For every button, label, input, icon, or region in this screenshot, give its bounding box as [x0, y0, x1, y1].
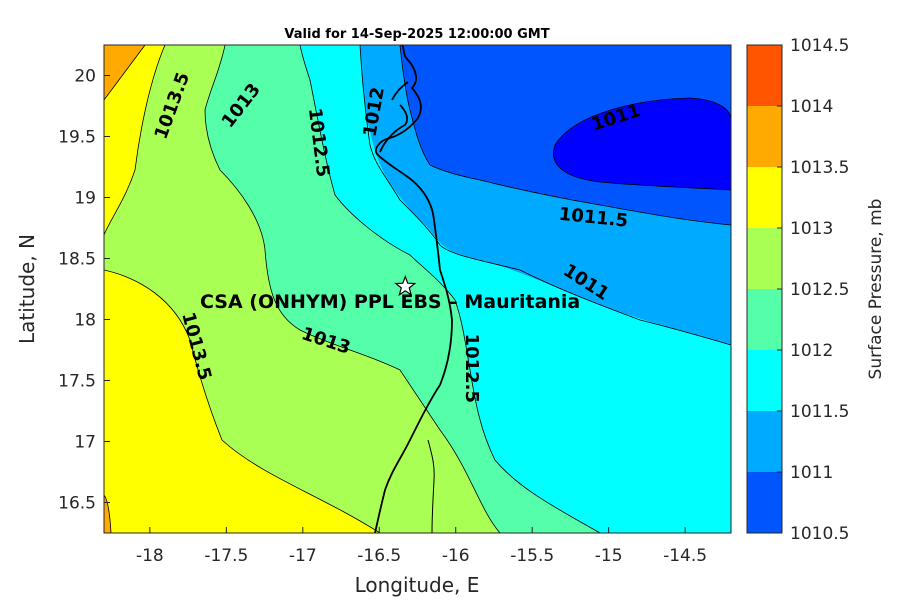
plot-title: Valid for 14-Sep-2025 12:00:00 GMT	[284, 27, 549, 42]
colorbar-tick-label: 1012.5	[790, 280, 849, 300]
colorbar-tick-label: 1014.5	[790, 36, 849, 56]
x-axis-title: Longitude, E	[355, 573, 480, 597]
colorbar-tick-label: 1013.5	[790, 158, 849, 178]
y-axis: 16.5 17 17.5 18 18.5 19 19.5 20	[58, 67, 110, 514]
fill-band-1014-sw	[104, 495, 111, 533]
colorbar-tick-label: 1011	[790, 463, 833, 483]
y-tick-label: 17.5	[58, 372, 96, 392]
contour-line-1014-nw	[104, 45, 146, 101]
fill-band-1013-5-sw	[104, 270, 380, 533]
colorbar-tick-label: 1011.5	[790, 402, 849, 422]
coastline-main	[374, 45, 453, 533]
coastline-bay	[379, 81, 409, 153]
x-tick-label: -16	[442, 546, 470, 566]
contour-line-1013-5-sw	[104, 269, 381, 533]
site-star-icon[interactable]	[394, 274, 417, 297]
contour-lines	[104, 45, 731, 533]
contour-line-1014-sw	[104, 494, 112, 533]
y-tick-label: 20	[74, 67, 96, 87]
plot-frame	[103, 44, 732, 534]
x-tick-label: -16.5	[357, 546, 401, 566]
colorbar: 1010.5 1011 1011.5 1012 1012.5 1013 1013.5 1014…	[746, 36, 849, 544]
contour-label: 1012.5	[461, 334, 482, 403]
fill-band-1010-5	[553, 98, 731, 190]
contour-line-1012-5	[299, 45, 601, 533]
colorbar-tick-label: 1010.5	[790, 524, 849, 544]
colorbar-band	[747, 167, 782, 228]
y-tick-label: 18	[74, 311, 96, 331]
coastline-inner-border	[427, 439, 435, 533]
contour-line-1013	[204, 45, 501, 533]
contour-line-1012	[359, 45, 731, 346]
x-tick-label: -17	[289, 546, 317, 566]
colorbar-tick-label: 1012	[790, 341, 833, 361]
x-tick-label: -14.5	[663, 546, 707, 566]
y-tick-label: 19	[74, 189, 96, 209]
y-tick-label: 19.5	[58, 128, 96, 148]
fill-band-1014-nw	[104, 45, 145, 100]
y-tick-label: 18.5	[58, 250, 96, 270]
x-tick-label: -15	[595, 546, 623, 566]
y-tick-label: 17	[74, 433, 96, 453]
colorbar-band	[747, 106, 782, 167]
colorbar-tick-label: 1014	[790, 97, 833, 117]
contour-line-1013-5-nw	[104, 45, 166, 236]
x-tick-label: -17.5	[204, 546, 248, 566]
x-tick-label: -18	[136, 546, 164, 566]
contour-line-1011	[553, 97, 731, 191]
colorbar-band	[747, 45, 782, 106]
y-axis-title: Latitude, N	[15, 234, 39, 344]
contour-fill-layer	[104, 45, 731, 533]
contour-line-1011-5	[399, 45, 731, 226]
coastline	[374, 45, 453, 533]
colorbar-tick-label: 1013	[790, 219, 833, 239]
colorbar-band	[747, 228, 782, 289]
colorbar-band	[747, 350, 782, 411]
colorbar-title: Surface Pressure, mb	[866, 199, 886, 380]
x-tick-label: -15.5	[510, 546, 554, 566]
x-axis: -18 -17.5 -17 -16.5 -16 -15.5 -15 -14.5	[136, 527, 707, 566]
y-tick-label: 16.5	[58, 494, 96, 514]
colorbar-band	[747, 411, 782, 472]
colorbar-band	[747, 472, 782, 533]
fill-band-1013-5-nw	[104, 45, 165, 235]
colorbar-band	[747, 289, 782, 350]
site-label: CSA (ONHYM) PPL EBS – Mauritania	[200, 291, 580, 313]
